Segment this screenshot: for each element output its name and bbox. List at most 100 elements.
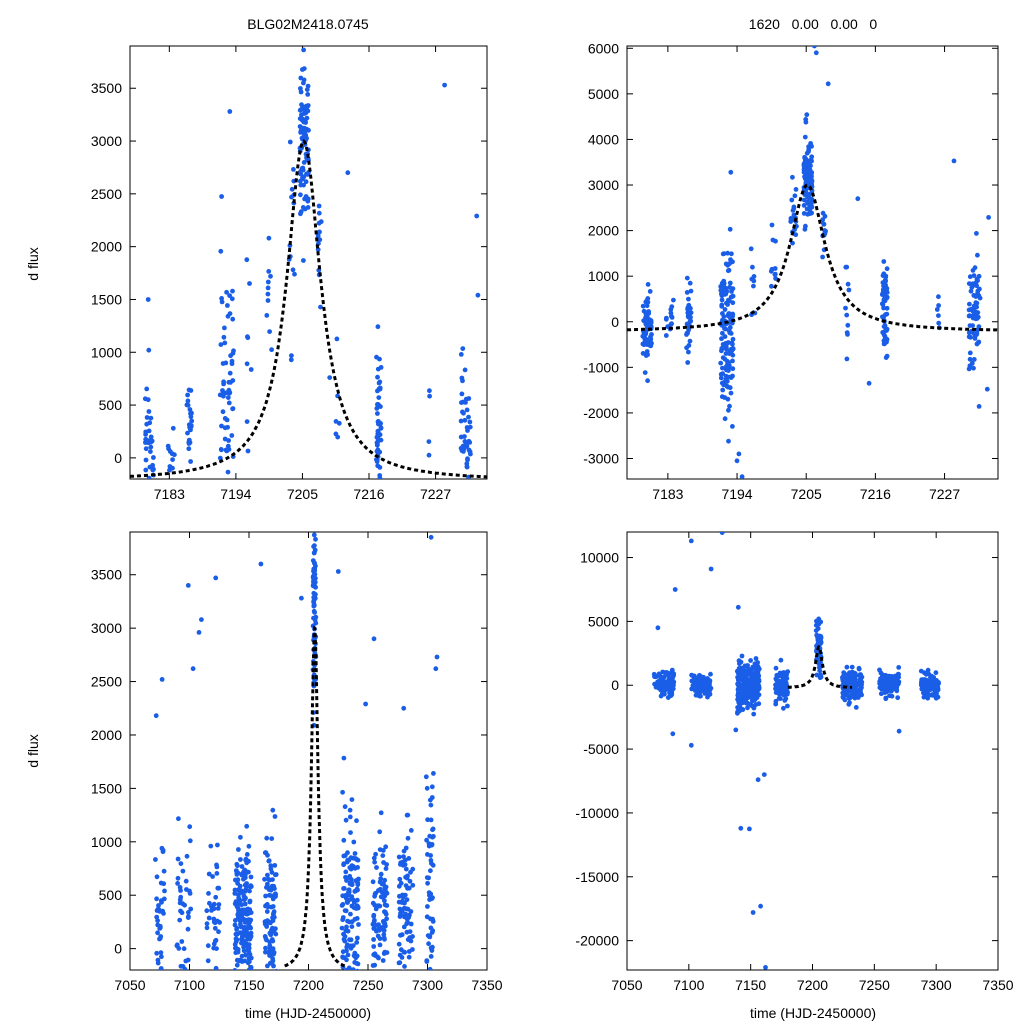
data-point <box>211 941 217 947</box>
data-point <box>753 656 759 661</box>
data-point <box>225 424 231 430</box>
data-point <box>240 911 245 917</box>
data-point <box>297 107 303 113</box>
data-point <box>151 455 156 460</box>
data-point <box>881 673 886 678</box>
data-point <box>230 503 235 508</box>
data-point <box>967 274 973 280</box>
data-point <box>378 425 384 431</box>
data-point <box>231 348 236 354</box>
data-point <box>936 303 941 308</box>
data-point <box>372 891 378 897</box>
data-point <box>772 271 778 277</box>
data-point <box>687 280 693 286</box>
data-point <box>218 248 224 254</box>
data-point <box>465 457 470 463</box>
data-point <box>376 403 382 409</box>
data-point <box>406 856 412 861</box>
data-point <box>305 196 311 202</box>
data-point <box>234 927 240 932</box>
y-tick-label: -3000 <box>583 450 619 466</box>
y-tick-label: 5000 <box>588 613 619 629</box>
data-point <box>467 517 472 522</box>
data-point <box>782 678 788 683</box>
data-point <box>204 925 210 931</box>
data-point <box>971 357 977 362</box>
data-point <box>474 213 480 219</box>
data-point <box>723 344 729 350</box>
data-point <box>724 367 729 373</box>
data-point <box>896 672 901 677</box>
data-point <box>843 305 848 311</box>
data-point <box>349 882 355 888</box>
data-point <box>782 672 788 677</box>
data-point <box>372 902 378 908</box>
data-point <box>221 379 227 385</box>
data-point <box>180 868 186 874</box>
data-point <box>244 926 250 932</box>
data-point <box>845 281 851 287</box>
data-point <box>155 930 161 936</box>
data-point <box>206 871 212 877</box>
data-point <box>976 324 982 329</box>
data-point <box>888 680 894 686</box>
data-point <box>458 434 464 440</box>
data-point <box>349 971 354 976</box>
data-point <box>143 429 149 435</box>
data-point <box>232 891 238 896</box>
data-point <box>348 937 354 943</box>
y-tick-label: 0 <box>114 941 122 957</box>
data-point <box>718 360 724 366</box>
data-point <box>186 914 191 919</box>
data-point <box>340 917 346 923</box>
data-point <box>883 274 889 280</box>
data-point <box>424 785 430 791</box>
y-tick-label: -20000 <box>575 933 619 949</box>
data-point <box>266 235 272 241</box>
data-point <box>265 918 270 924</box>
data-point <box>425 880 430 886</box>
data-point <box>640 341 646 347</box>
data-point <box>730 366 736 372</box>
data-point <box>317 237 323 243</box>
data-point <box>688 288 694 294</box>
data-point <box>299 595 304 601</box>
data-point <box>241 897 247 903</box>
data-point <box>410 882 416 888</box>
data-point <box>215 885 221 891</box>
data-point <box>230 316 236 322</box>
data-point <box>353 906 359 911</box>
data-point <box>266 982 271 987</box>
data-point <box>313 536 318 542</box>
data-point <box>230 288 235 294</box>
data-points <box>142 47 481 522</box>
data-point <box>155 960 161 966</box>
data-point <box>265 285 271 291</box>
data-point <box>212 925 218 931</box>
data-point <box>348 911 353 917</box>
data-point <box>157 935 163 941</box>
data-point <box>230 406 236 412</box>
data-point <box>804 112 810 118</box>
data-point <box>429 930 435 935</box>
data-point <box>232 968 238 970</box>
data-point <box>722 395 728 400</box>
data-point <box>730 300 736 306</box>
data-point <box>986 215 991 220</box>
data-point <box>745 705 750 711</box>
data-point <box>723 373 729 379</box>
data-point <box>475 292 481 298</box>
data-point <box>302 131 307 137</box>
data-point <box>242 999 247 1004</box>
data-point <box>377 465 383 470</box>
data-point <box>462 439 468 444</box>
data-points <box>651 532 941 970</box>
data-point <box>225 303 230 308</box>
data-point <box>723 326 729 332</box>
data-point <box>427 393 432 399</box>
data-point <box>184 887 189 892</box>
data-point <box>663 333 669 338</box>
data-point <box>380 958 386 963</box>
data-point <box>397 876 403 882</box>
x-tick-label: 7205 <box>287 486 318 502</box>
